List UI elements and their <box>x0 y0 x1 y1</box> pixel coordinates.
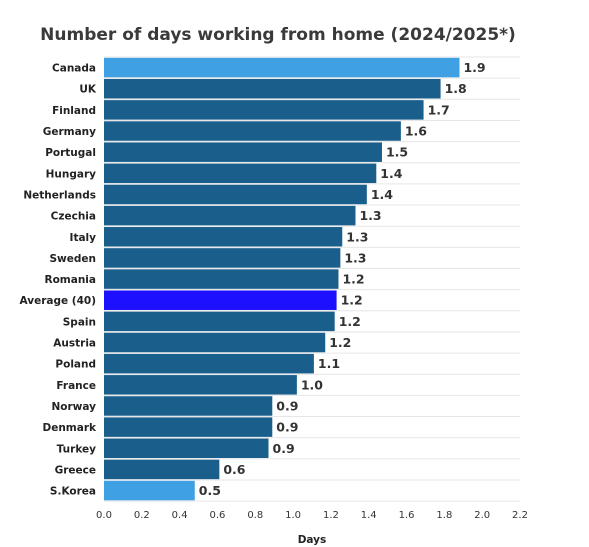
grid-lines <box>104 56 520 502</box>
value-label: 1.3 <box>346 229 368 244</box>
tick-label: 1.0 <box>285 510 301 521</box>
value-label: 0.9 <box>276 398 298 413</box>
tick-label: 0.2 <box>134 510 150 521</box>
bar <box>104 290 337 310</box>
category-label: Italy <box>70 232 97 244</box>
value-label: 1.2 <box>339 314 361 329</box>
value-label: 1.2 <box>341 293 363 308</box>
category-label: Greece <box>55 464 96 476</box>
category-label: Average (40) <box>20 295 96 307</box>
bar <box>104 142 382 162</box>
category-label: Sweden <box>50 253 97 265</box>
tick-label: 1.8 <box>436 510 452 521</box>
bar <box>104 396 273 416</box>
category-label: Canada <box>52 63 96 75</box>
bar <box>104 227 343 247</box>
value-label: 1.0 <box>301 377 323 392</box>
category-label: Spain <box>63 316 96 328</box>
category-label: Finland <box>52 105 96 117</box>
category-label: Romania <box>45 274 97 286</box>
x-axis-label: Days <box>298 534 327 546</box>
tick-label: 1.4 <box>361 510 377 521</box>
bar <box>104 121 401 141</box>
value-label: 1.3 <box>344 250 366 265</box>
value-label: 1.4 <box>371 187 393 202</box>
value-labels: 1.9 1.8 1.71.6 1.5 1.4 1.4 1.3 1.3 1.3 1.2 1.2 1.2 1… <box>199 60 486 498</box>
bar <box>104 163 377 184</box>
category-label: UK <box>79 84 97 96</box>
category-label: Poland <box>55 359 96 371</box>
bar <box>104 353 314 374</box>
value-label: 0.9 <box>276 420 298 435</box>
bar <box>104 78 441 99</box>
bar <box>104 480 195 501</box>
value-label: 1.2 <box>342 272 364 287</box>
bar <box>104 100 424 120</box>
value-label: 0.9 <box>273 441 295 456</box>
bar <box>104 332 326 353</box>
bar <box>104 417 273 437</box>
bars <box>104 57 460 501</box>
category-label: Netherlands <box>23 189 96 201</box>
value-label: 1.7 <box>428 102 450 117</box>
bar <box>104 269 339 289</box>
category-label: Austria <box>53 338 96 350</box>
bar <box>104 459 220 480</box>
category-labels: Canada UK Finland Germany Portugal Hungary Net… <box>20 63 98 498</box>
category-label: Hungary <box>46 168 97 180</box>
value-label: 1.1 <box>318 356 340 371</box>
category-label: Norway <box>52 401 97 413</box>
category-label: Denmark <box>43 422 98 434</box>
value-label: 1.3 <box>359 208 381 223</box>
bar <box>104 57 460 78</box>
category-label: Germany <box>43 126 96 138</box>
value-label: 1.2 <box>329 335 351 350</box>
x-axis-ticks: 0.0 0.2 0.4 0.6 0.8 1.0 1.2 1.4 1.6 1.8 2.0 2.2 <box>96 510 528 521</box>
tick-label: 2.0 <box>474 510 490 521</box>
value-label: 1.4 <box>380 166 402 181</box>
category-label: France <box>56 380 96 392</box>
chart-title: Number of days working from home (2024/2… <box>40 25 516 45</box>
tick-label: 1.6 <box>399 510 415 521</box>
tick-label: 0.0 <box>96 510 112 521</box>
value-label: 0.6 <box>223 462 245 477</box>
tick-label: 2.2 <box>512 510 528 521</box>
tick-label: 1.2 <box>323 510 339 521</box>
category-label: Turkey <box>57 443 96 455</box>
category-label: S.Korea <box>50 486 96 498</box>
bar <box>104 184 367 205</box>
value-label: 1.5 <box>386 145 408 160</box>
bar <box>104 375 297 395</box>
bar <box>104 438 269 459</box>
value-label: 1.8 <box>445 81 467 96</box>
value-label: 1.6 <box>405 124 427 139</box>
value-label: 0.5 <box>199 483 221 498</box>
bar <box>104 205 356 226</box>
value-label: 1.9 <box>463 60 485 75</box>
bar <box>104 311 335 332</box>
category-label: Czechia <box>51 211 96 223</box>
tick-label: 0.4 <box>172 510 188 521</box>
tick-label: 0.8 <box>247 510 263 521</box>
category-label: Portugal <box>45 147 96 159</box>
tick-label: 0.6 <box>210 510 226 521</box>
bar <box>104 248 341 268</box>
